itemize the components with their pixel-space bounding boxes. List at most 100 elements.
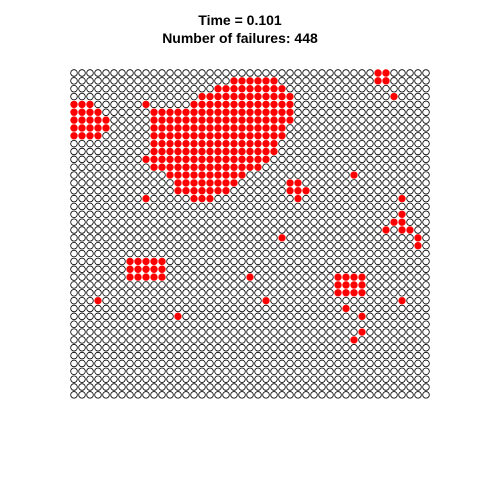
- ok-point: [230, 281, 238, 289]
- ok-point: [382, 241, 390, 250]
- ok-point: [310, 69, 318, 77]
- ok-point: [70, 265, 78, 273]
- ok-point: [134, 100, 142, 109]
- ok-point: [374, 210, 382, 218]
- ok-point: [406, 367, 414, 375]
- ok-point: [142, 171, 150, 179]
- ok-point: [382, 351, 390, 360]
- ok-point: [350, 391, 358, 399]
- ok-point: [222, 304, 230, 313]
- ok-point: [190, 351, 198, 360]
- ok-point: [70, 273, 78, 281]
- ok-point: [150, 320, 158, 328]
- failed-point: [238, 132, 246, 140]
- ok-point: [190, 383, 198, 391]
- ok-point: [126, 234, 134, 242]
- ok-point: [174, 241, 182, 250]
- ok-point: [366, 383, 374, 391]
- ok-point: [150, 296, 158, 305]
- ok-point: [422, 304, 430, 313]
- ok-point: [134, 92, 142, 101]
- ok-point: [398, 312, 406, 321]
- ok-point: [230, 226, 238, 234]
- ok-point: [318, 69, 326, 77]
- ok-point: [158, 210, 166, 218]
- ok-point: [238, 359, 246, 368]
- failed-point: [246, 92, 254, 101]
- ok-point: [214, 304, 222, 313]
- ok-point: [302, 273, 310, 281]
- ok-point: [214, 234, 222, 242]
- ok-point: [382, 108, 390, 116]
- ok-point: [326, 367, 334, 375]
- failed-point: [262, 155, 270, 164]
- ok-point: [262, 359, 270, 368]
- ok-point: [390, 202, 398, 211]
- ok-point: [262, 328, 270, 336]
- ok-point: [78, 218, 86, 226]
- failed-point: [198, 124, 206, 132]
- ok-point: [110, 281, 118, 289]
- ok-point: [414, 132, 422, 140]
- ok-point: [134, 367, 142, 375]
- ok-point: [78, 312, 86, 321]
- ok-point: [326, 194, 334, 203]
- ok-point: [206, 375, 214, 383]
- ok-point: [230, 391, 238, 399]
- ok-point: [334, 116, 342, 124]
- ok-point: [310, 202, 318, 211]
- ok-point: [78, 194, 86, 203]
- ok-point: [102, 155, 110, 164]
- ok-point: [414, 391, 422, 399]
- ok-point: [326, 296, 334, 305]
- ok-point: [134, 139, 142, 148]
- ok-point: [238, 375, 246, 383]
- ok-point: [150, 100, 158, 109]
- ok-point: [70, 375, 78, 383]
- ok-point: [150, 375, 158, 383]
- ok-point: [174, 391, 182, 399]
- ok-point: [414, 116, 422, 124]
- ok-point: [126, 249, 134, 258]
- ok-point: [278, 367, 286, 375]
- ok-point: [270, 351, 278, 360]
- ok-point: [214, 265, 222, 273]
- ok-point: [342, 92, 350, 101]
- ok-point: [134, 124, 142, 132]
- ok-point: [222, 241, 230, 250]
- ok-point: [246, 359, 254, 368]
- ok-point: [366, 359, 374, 368]
- ok-point: [142, 344, 150, 352]
- ok-point: [238, 218, 246, 226]
- ok-point: [390, 139, 398, 148]
- failed-point: [382, 226, 390, 234]
- ok-point: [390, 234, 398, 242]
- ok-point: [182, 359, 190, 368]
- ok-point: [206, 328, 214, 336]
- ok-point: [110, 375, 118, 383]
- ok-point: [278, 194, 286, 203]
- ok-point: [150, 241, 158, 250]
- ok-point: [318, 375, 326, 383]
- ok-point: [286, 375, 294, 383]
- ok-point: [398, 234, 406, 242]
- ok-point: [278, 163, 286, 171]
- ok-point: [70, 312, 78, 321]
- ok-point: [406, 100, 414, 109]
- ok-point: [198, 367, 206, 375]
- failed-point: [214, 139, 222, 148]
- ok-point: [350, 187, 358, 195]
- failed-point: [150, 124, 158, 132]
- ok-point: [326, 171, 334, 179]
- failed-point: [158, 257, 166, 266]
- failed-point: [374, 77, 382, 85]
- ok-point: [134, 328, 142, 336]
- ok-point: [182, 234, 190, 242]
- ok-point: [414, 108, 422, 116]
- ok-point: [86, 391, 94, 399]
- ok-point: [390, 257, 398, 266]
- ok-point: [230, 383, 238, 391]
- ok-point: [134, 69, 142, 77]
- ok-point: [70, 296, 78, 305]
- ok-point: [390, 351, 398, 360]
